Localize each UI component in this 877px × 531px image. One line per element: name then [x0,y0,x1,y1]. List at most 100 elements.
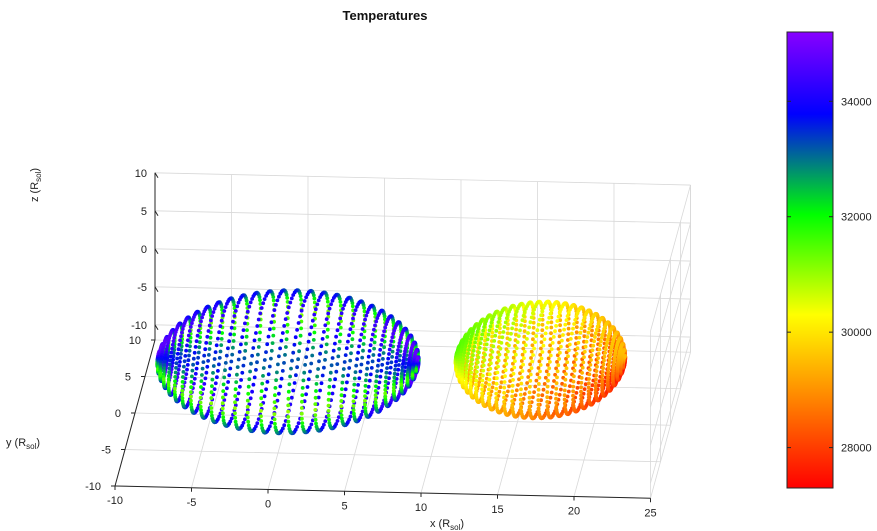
data-point [595,364,599,369]
data-point [524,386,528,391]
data-point [529,349,534,354]
data-point [189,390,193,394]
data-point [363,398,367,403]
data-point [167,366,172,371]
data-point [563,363,567,368]
data-point [264,350,268,354]
data-point [535,372,540,377]
data-point [199,411,204,415]
data-point [541,343,546,348]
data-point [532,346,536,351]
data-point [256,352,260,357]
data-point [391,388,396,393]
data-point [302,299,307,303]
data-point [575,346,580,351]
data-point [161,377,166,382]
data-point [405,378,410,383]
data-point [555,319,560,323]
data-point [496,358,501,363]
data-point [366,360,370,365]
data-point [487,382,491,387]
data-point [461,360,465,365]
data-point [343,353,348,357]
data-point [182,364,186,369]
data-point [335,328,340,333]
data-point [589,353,594,357]
data-point [600,385,604,390]
data-point [189,385,194,390]
data-point [232,303,237,307]
data-point [544,325,549,330]
data-point [374,374,379,379]
data-point [279,376,284,381]
data-point [207,353,211,357]
data-point [594,377,598,382]
data-point [398,353,402,358]
data-point [568,307,572,312]
data-point [286,419,291,424]
data-point [554,396,558,401]
data-point [536,402,541,407]
data-point [486,391,491,396]
data-point [355,357,359,361]
data-point [383,325,388,330]
data-point [481,363,486,368]
data-point [519,387,523,392]
data-point [589,333,594,338]
data-point [180,330,184,335]
data-point [298,333,303,338]
data-point [601,329,606,334]
data-point [348,358,353,363]
data-point [488,324,493,329]
data-point [519,323,524,327]
data-point [338,325,343,330]
data-point [487,372,492,377]
data-point [181,324,186,328]
data-point [259,402,263,407]
data-point [299,326,303,331]
data-point [179,352,183,356]
data-point [201,312,206,316]
data-point [300,393,305,397]
data-point [289,296,294,301]
data-point [226,346,230,351]
colorbar [786,31,834,489]
data-point [505,355,509,360]
data-point [180,380,185,384]
data-point [485,337,490,342]
data-point [566,310,571,315]
data-point [358,369,363,374]
data-point [352,388,356,393]
data-point [540,317,545,322]
data-point [269,356,273,361]
colorbar-tick-label: 30000 [841,327,872,339]
data-point [299,411,304,416]
data-point [311,338,316,342]
data-point [259,396,264,401]
data-point [360,327,365,331]
data-point [468,374,473,379]
data-point [548,395,553,400]
data-point [245,328,249,332]
data-point [326,403,331,408]
data-point [522,340,526,345]
data-point [189,402,194,407]
data-point [294,373,298,378]
data-point [540,393,545,398]
data-point [363,402,367,407]
data-point [471,348,476,353]
data-point [575,311,580,316]
data-point [512,349,517,354]
data-point [195,333,200,338]
data-point [572,374,576,379]
data-point [554,366,558,371]
data-point [523,343,528,348]
data-point [589,358,593,362]
data-point [372,346,376,351]
data-point [180,388,185,393]
data-point [391,385,396,390]
data-point [533,304,538,309]
data-point [297,349,301,354]
data-point [218,349,223,354]
data-point [372,340,377,345]
